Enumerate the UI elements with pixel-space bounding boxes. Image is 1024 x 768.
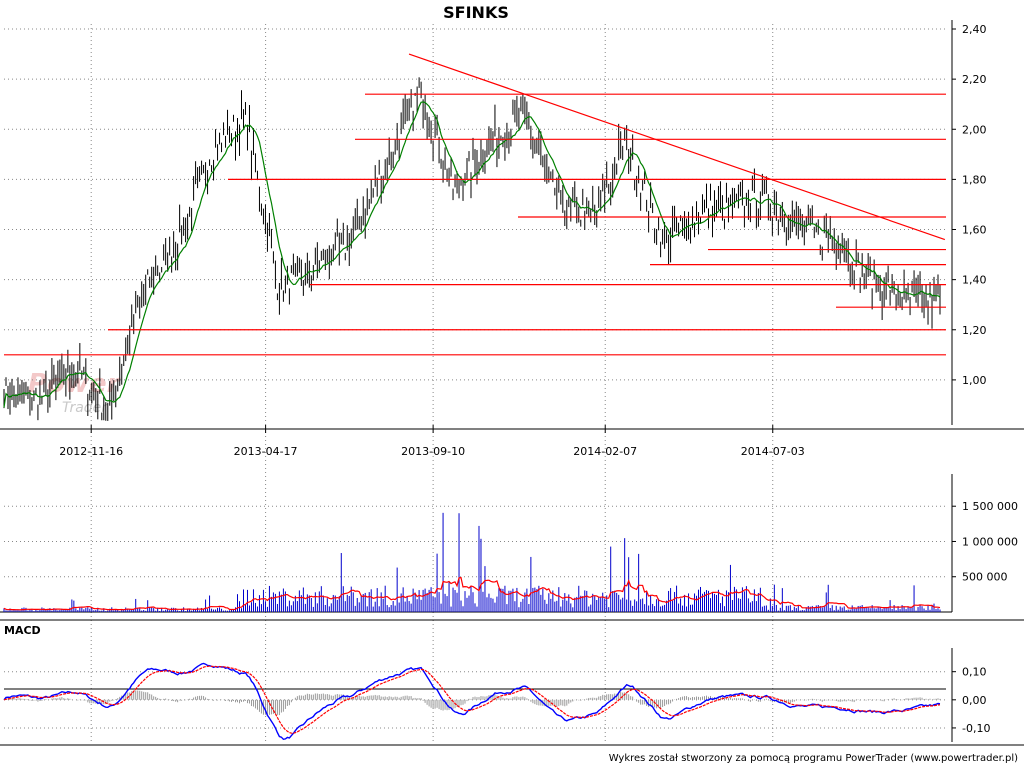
price-tick-label: 2,40 — [962, 23, 987, 36]
macd-label: MACD — [4, 624, 41, 637]
price-tick-label: 1,80 — [962, 173, 987, 186]
footer-credit: Wykres został stworzony za pomocą progra… — [609, 753, 1018, 764]
macd-tick-label: 0,00 — [962, 694, 987, 707]
macd-panel: MACD -0,10 0,00 0,10 — [0, 624, 1024, 746]
volume-panel: 500 000 1 000 000 1 500 000 — [0, 474, 1024, 621]
macd-tick-label: 0,10 — [962, 666, 987, 679]
date-tick-label: 2014-02-07 — [573, 445, 637, 458]
date-tick-label: 2012-11-16 — [59, 445, 123, 458]
price-tick-label: 1,40 — [962, 274, 987, 287]
date-tick-label: 2013-04-17 — [234, 445, 298, 458]
macd-line — [3, 662, 941, 741]
watermark-trader: Trader — [62, 400, 108, 416]
moving-average-line — [3, 101, 941, 408]
price-tick-label: 2,00 — [962, 123, 987, 136]
date-tick-label: 2013-09-10 — [401, 445, 465, 458]
signal-line — [3, 665, 941, 734]
price-panel: 1,00 1,20 1,40 1,60 1,80 2,00 2,20 2,40 2012-11-… — [0, 20, 1024, 742]
volume-tick-label: 1 000 000 — [962, 535, 1018, 548]
price-tick-label: 2,20 — [962, 73, 987, 86]
volume-tick-label: 500 000 — [962, 571, 1008, 584]
volume-average-line — [3, 576, 941, 611]
downtrend-line — [408, 53, 946, 241]
price-tick-label: 1,00 — [962, 374, 987, 387]
macd-tick-label: -0,10 — [962, 722, 990, 735]
price-tick-label: 1,20 — [962, 324, 987, 337]
date-tick-label: 2014-07-03 — [741, 445, 805, 458]
volume-tick-label: 1 500 000 — [962, 500, 1018, 513]
chart-title: SFINKS — [443, 3, 509, 22]
price-tick-label: 1,60 — [962, 224, 987, 237]
